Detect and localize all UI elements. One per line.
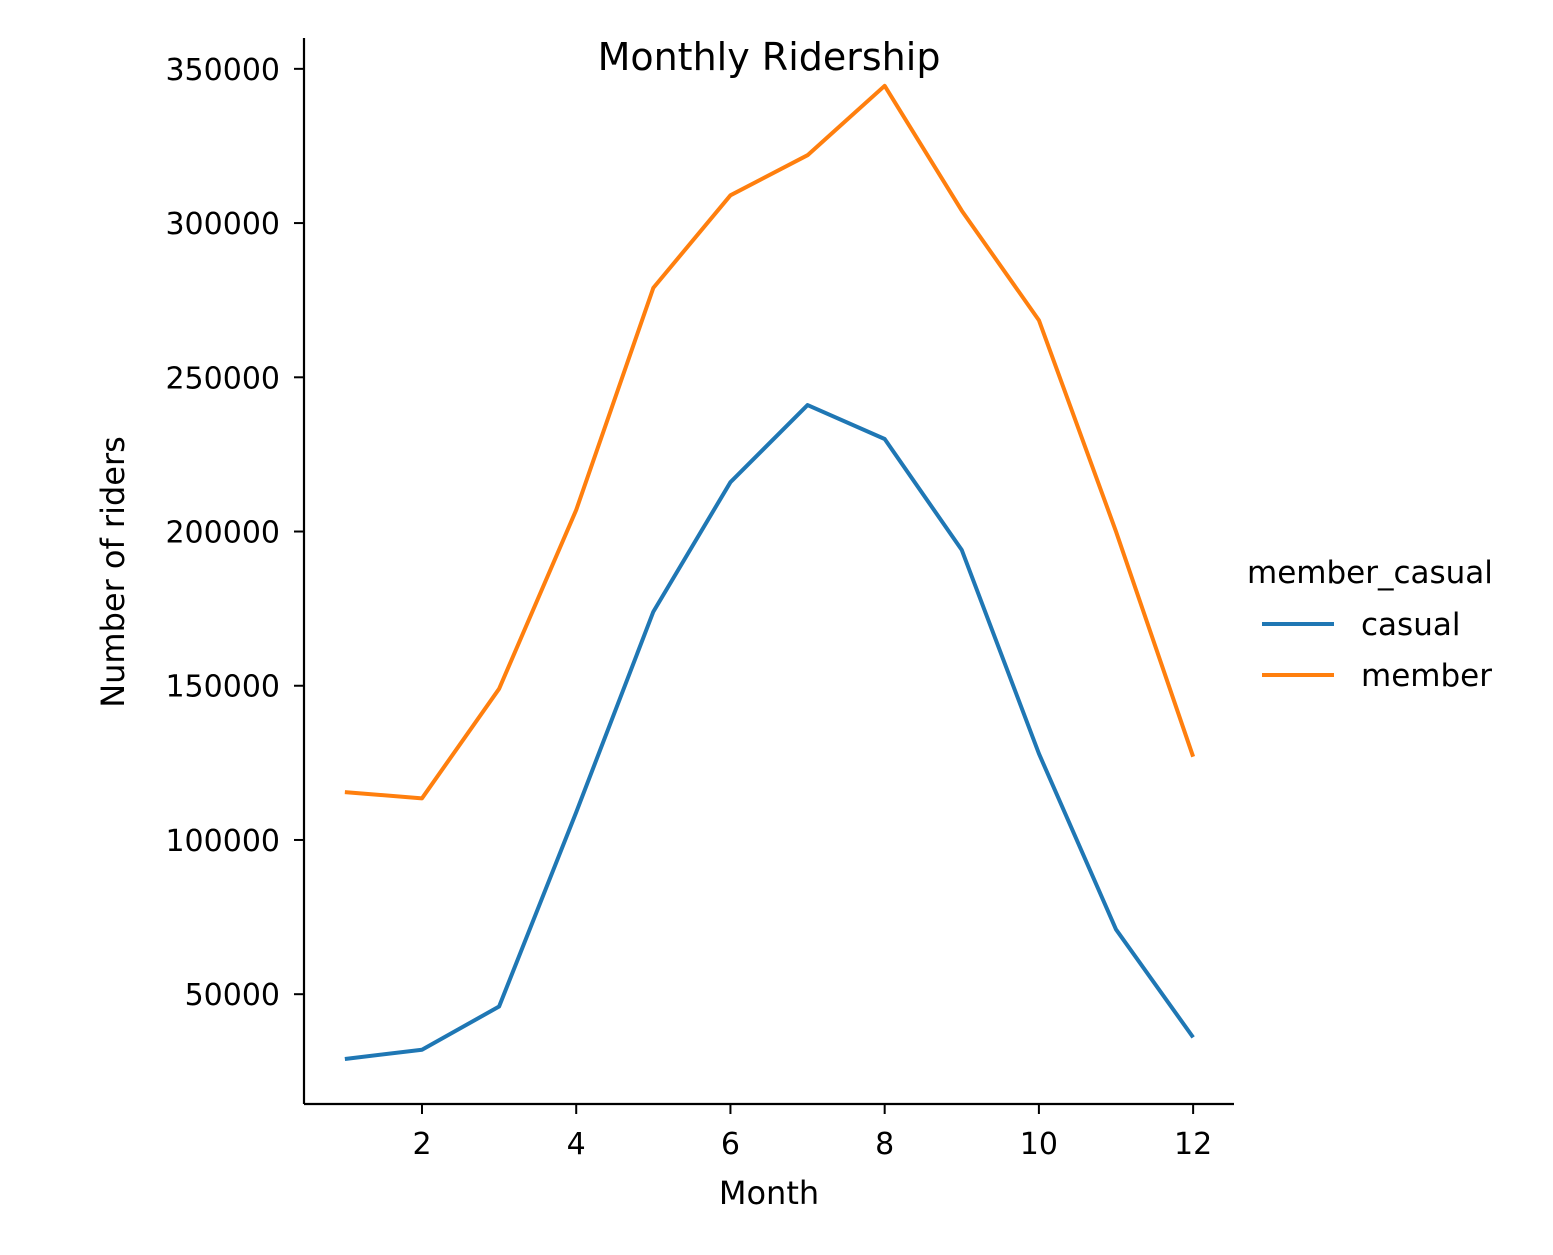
y-tick-label: 100000 — [165, 824, 280, 859]
series-line-member — [344, 83, 1196, 801]
axes: 2 4 6 8 10 12 50000 100000 150000 200000 250000 300… — [165, 38, 1234, 1162]
series-lines — [344, 83, 1196, 1061]
legend-title: member_casual — [1247, 555, 1493, 591]
x-axis-label: Month — [719, 1174, 819, 1212]
x-tick-label: 12 — [1174, 1127, 1212, 1162]
x-tick-label: 8 — [875, 1127, 894, 1162]
y-axis-label: Number of riders — [94, 436, 132, 708]
y-tick-label: 150000 — [165, 670, 280, 705]
x-tick-label: 4 — [567, 1127, 586, 1162]
y-tick-label: 350000 — [165, 53, 280, 88]
y-tick-label: 200000 — [165, 516, 280, 551]
chart-title: Monthly Ridership — [598, 35, 941, 79]
legend: member_casual casual member — [1247, 555, 1493, 694]
x-tick-label: 6 — [721, 1127, 740, 1162]
x-tick-label: 2 — [412, 1127, 431, 1162]
x-tick-label: 10 — [1020, 1127, 1058, 1162]
series-line-casual — [344, 403, 1195, 1061]
y-tick-label: 50000 — [185, 978, 280, 1013]
y-tick-label: 250000 — [165, 361, 280, 396]
legend-label-member: member — [1361, 658, 1492, 694]
legend-label-casual: casual — [1361, 607, 1460, 643]
legend-items: casual member — [1262, 607, 1492, 694]
y-tick-label: 300000 — [165, 207, 280, 242]
